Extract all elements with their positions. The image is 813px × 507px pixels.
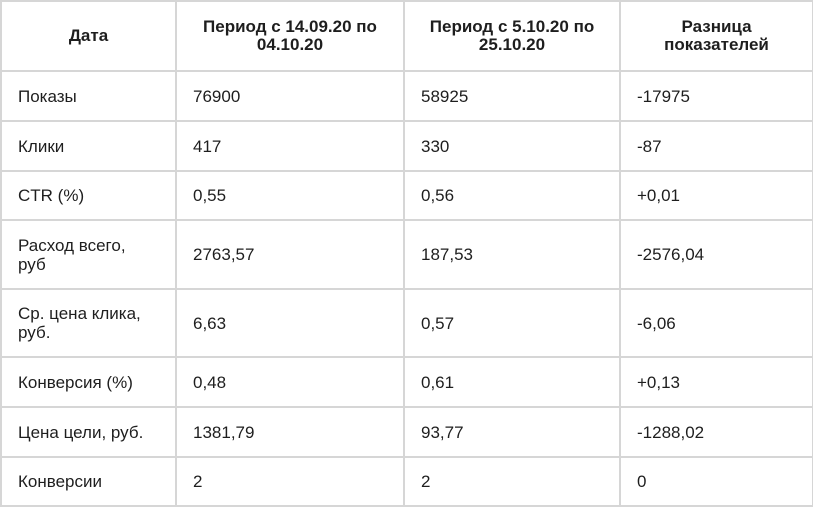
table-cell: -2576,04 <box>619 219 813 290</box>
table-cell: 2 <box>175 456 405 507</box>
header-row: Дата Период с 14.09.20 по 04.10.20 Период … <box>0 0 813 72</box>
row-label: Конверсия (%) <box>0 356 177 408</box>
table-row: Цена цели, руб. 1381,79 93,77 -1288,02 <box>0 406 813 458</box>
table-cell: -1288,02 <box>619 406 813 458</box>
row-label: Расход всего, руб <box>0 219 177 290</box>
table-cell: 330 <box>403 120 621 172</box>
header-cell: Период с 5.10.20 по 25.10.20 <box>403 0 621 72</box>
table-row: Показы 76900 58925 -17975 <box>0 70 813 122</box>
table-cell: 93,77 <box>403 406 621 458</box>
table-cell: +0,13 <box>619 356 813 408</box>
table-cell: 0,57 <box>403 288 621 358</box>
row-label: Ср. цена клика, руб. <box>0 288 177 358</box>
row-label: Конверсии <box>0 456 177 507</box>
row-label: CTR (%) <box>0 170 177 221</box>
table-row: Клики 417 330 -87 <box>0 120 813 172</box>
table-cell: 2763,57 <box>175 219 405 290</box>
table-cell: -87 <box>619 120 813 172</box>
table-row: Конверсии 2 2 0 <box>0 456 813 507</box>
header-cell: Разница показателей <box>619 0 813 72</box>
row-label: Показы <box>0 70 177 122</box>
header-cell: Период с 14.09.20 по 04.10.20 <box>175 0 405 72</box>
table-cell: 1381,79 <box>175 406 405 458</box>
row-label: Цена цели, руб. <box>0 406 177 458</box>
table-cell: 76900 <box>175 70 405 122</box>
table-cell: 2 <box>403 456 621 507</box>
table-cell: 417 <box>175 120 405 172</box>
header-cell: Дата <box>0 0 177 72</box>
table-cell: -17975 <box>619 70 813 122</box>
row-label: Клики <box>0 120 177 172</box>
table-row: Конверсия (%) 0,48 0,61 +0,13 <box>0 356 813 408</box>
table-row: Расход всего, руб 2763,57 187,53 -2576,04 <box>0 219 813 290</box>
table-cell: 0,48 <box>175 356 405 408</box>
table-row: Ср. цена клика, руб. 6,63 0,57 -6,06 <box>0 288 813 358</box>
table-cell: 0,55 <box>175 170 405 221</box>
table-cell: 0,56 <box>403 170 621 221</box>
table-cell: +0,01 <box>619 170 813 221</box>
table-cell: 187,53 <box>403 219 621 290</box>
table-cell: -6,06 <box>619 288 813 358</box>
table-cell: 6,63 <box>175 288 405 358</box>
table-cell: 58925 <box>403 70 621 122</box>
table-row: CTR (%) 0,55 0,56 +0,01 <box>0 170 813 221</box>
table-cell: 0 <box>619 456 813 507</box>
table-cell: 0,61 <box>403 356 621 408</box>
